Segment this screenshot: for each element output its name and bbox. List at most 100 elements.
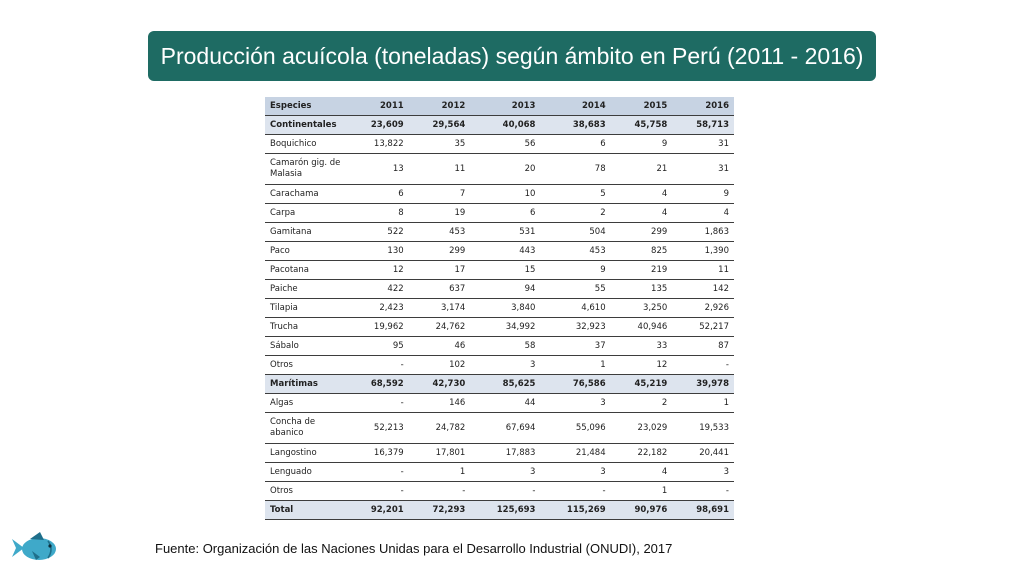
value-cell: 6: [470, 203, 541, 223]
table-row: Gamitana 522 453 531 504 299 1,863: [265, 222, 734, 242]
species-cell: Total: [265, 500, 347, 520]
table-row: Camarón gig. de Malasia 13 11 20 78 21 31: [265, 153, 734, 185]
species-cell: Pacotana: [265, 260, 347, 280]
value-cell: -: [672, 355, 734, 375]
value-cell: 299: [408, 241, 471, 261]
value-cell: 1: [672, 393, 734, 413]
table-row: Langostino 16,379 17,801 17,883 21,484 22,182…: [265, 443, 734, 463]
value-cell: 102: [408, 355, 471, 375]
table-row: Concha de abanico 52,213 24,782 67,694 55,09…: [265, 412, 734, 444]
value-cell: 13: [347, 153, 409, 185]
value-cell: 10: [470, 184, 541, 204]
species-cell: Otros: [265, 355, 347, 375]
value-cell: 16,379: [347, 443, 409, 463]
value-cell: 9: [672, 184, 734, 204]
value-cell: 23,609: [347, 115, 409, 135]
column-header: Especies: [265, 97, 347, 116]
title-banner: Producción acuícola (toneladas) según ám…: [148, 31, 876, 81]
table-row: Paiche 422 637 94 55 135 142: [265, 279, 734, 299]
value-cell: 3: [470, 355, 541, 375]
value-cell: 2,423: [347, 298, 409, 318]
value-cell: 20: [470, 153, 541, 185]
table-row: Carpa 8 19 6 2 4 4: [265, 203, 734, 223]
slide-title: Producción acuícola (toneladas) según ám…: [160, 42, 864, 69]
value-cell: -: [540, 481, 611, 501]
species-cell: Carpa: [265, 203, 347, 223]
value-cell: 11: [672, 260, 734, 280]
value-cell: 45,758: [610, 115, 673, 135]
value-cell: 3: [672, 462, 734, 482]
value-cell: 4,610: [540, 298, 611, 318]
value-cell: 6: [347, 184, 409, 204]
value-cell: 115,269: [540, 500, 611, 520]
species-cell: Paco: [265, 241, 347, 261]
species-cell: Trucha: [265, 317, 347, 337]
species-cell: Otros: [265, 481, 347, 501]
value-cell: 44: [470, 393, 541, 413]
value-cell: 142: [672, 279, 734, 299]
value-cell: 52,213: [347, 412, 409, 444]
group-row: Continentales 23,609 29,564 40,068 38,683 45,…: [265, 115, 734, 135]
value-cell: 3,250: [610, 298, 673, 318]
total-row: Total 92,201 72,293 125,693 115,269 90,976 98,…: [265, 500, 734, 520]
value-cell: 11: [408, 153, 471, 185]
value-cell: 20,441: [672, 443, 734, 463]
table-row: Trucha 19,962 24,762 34,992 32,923 40,946 52,2…: [265, 317, 734, 337]
value-cell: -: [470, 481, 541, 501]
value-cell: 31: [672, 153, 734, 185]
value-cell: 443: [470, 241, 541, 261]
value-cell: 35: [408, 134, 471, 154]
column-header: 2015: [610, 97, 673, 116]
column-header: 2012: [408, 97, 471, 116]
table-row: Lenguado -1 3 3 4 3: [265, 462, 734, 482]
value-cell: 78: [540, 153, 611, 185]
value-cell: 29,564: [408, 115, 471, 135]
value-cell: 87: [672, 336, 734, 356]
value-cell: 825: [610, 241, 673, 261]
value-cell: -: [347, 462, 409, 482]
value-cell: 24,782: [408, 412, 471, 444]
table-row: Otros - - - -1-: [265, 481, 734, 501]
value-cell: 33: [610, 336, 673, 356]
value-cell: 34,992: [470, 317, 541, 337]
value-cell: 22,182: [610, 443, 673, 463]
value-cell: 85,625: [470, 374, 541, 394]
value-cell: 52,217: [672, 317, 734, 337]
table-header-row: Especies 2011 2012 2013 2014 2015 2016: [265, 97, 734, 116]
value-cell: 1: [408, 462, 471, 482]
fish-icon: [12, 532, 56, 560]
value-cell: 40,946: [610, 317, 673, 337]
value-cell: 5: [540, 184, 611, 204]
value-cell: 3: [540, 462, 611, 482]
value-cell: 1: [610, 481, 673, 501]
value-cell: 58,713: [672, 115, 734, 135]
value-cell: 98,691: [672, 500, 734, 520]
value-cell: 7: [408, 184, 471, 204]
value-cell: -: [347, 393, 409, 413]
value-cell: -: [408, 481, 471, 501]
value-cell: 2: [610, 393, 673, 413]
table-row: Paco 130 299 443 453 825 1,390: [265, 241, 734, 261]
species-cell: Gamitana: [265, 222, 347, 242]
value-cell: 32,923: [540, 317, 611, 337]
value-cell: 9: [610, 134, 673, 154]
value-cell: 2,926: [672, 298, 734, 318]
column-header: 2011: [347, 97, 409, 116]
value-cell: 3: [540, 393, 611, 413]
value-cell: 4: [610, 184, 673, 204]
value-cell: -: [347, 481, 409, 501]
value-cell: 31: [672, 134, 734, 154]
column-header: 2013: [470, 97, 541, 116]
value-cell: -: [672, 481, 734, 501]
species-cell: Marítimas: [265, 374, 347, 394]
value-cell: 422: [347, 279, 409, 299]
value-cell: 23,029: [610, 412, 673, 444]
value-cell: 19: [408, 203, 471, 223]
species-cell: Algas: [265, 393, 347, 413]
species-cell: Tilapia: [265, 298, 347, 318]
table-row: Otros -102 3 1 12-: [265, 355, 734, 375]
value-cell: 17,801: [408, 443, 471, 463]
value-cell: 90,976: [610, 500, 673, 520]
value-cell: 4: [610, 203, 673, 223]
value-cell: 21: [610, 153, 673, 185]
